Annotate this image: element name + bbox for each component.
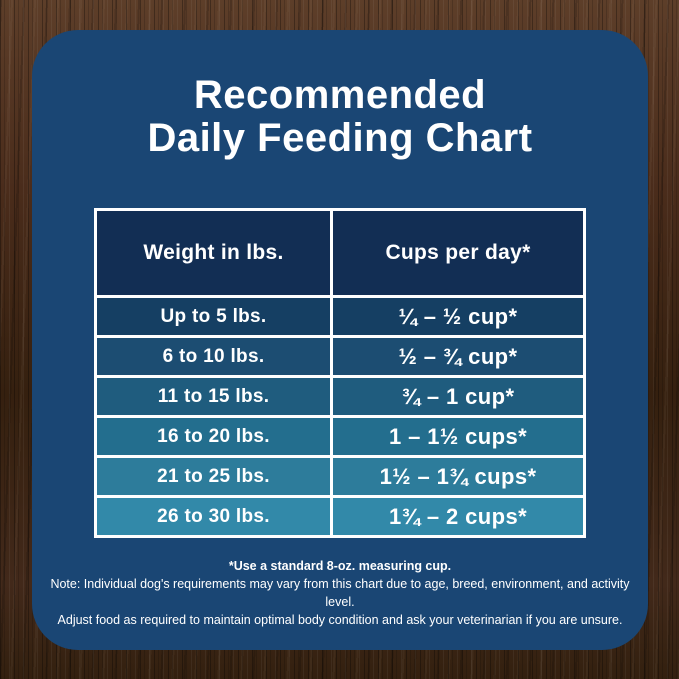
column-header-weight: Weight in lbs.	[97, 211, 330, 296]
table-cell-weight-row6: 26 to 30 lbs.	[97, 498, 330, 536]
table-cell-cups-row2: ½ – ¾ cup*	[333, 338, 583, 376]
footnote-block: *Use a standard 8-oz. measuring cup. Not…	[47, 557, 633, 629]
table-cell-weight-row1: Up to 5 lbs.	[97, 298, 330, 336]
table-cell-cups-row3: ¾ – 1 cup*	[333, 378, 583, 416]
table-cell-cups-row4: 1 – 1½ cups*	[333, 418, 583, 456]
feeding-chart-panel: Recommended Daily Feeding Chart Weight i…	[32, 30, 648, 650]
table-cell-cups-row1: ¼ – ½ cup*	[333, 298, 583, 336]
column-header-cups: Cups per day*	[333, 211, 583, 296]
feeding-table: Weight in lbs. Cups per day* Up to 5 lbs…	[94, 208, 586, 539]
title-line-2: Daily Feeding Chart	[147, 116, 533, 161]
table-cell-weight-row4: 16 to 20 lbs.	[97, 418, 330, 456]
footnote-note-line1: Note: Individual dog's requirements may …	[50, 577, 630, 610]
table-cell-weight-row2: 6 to 10 lbs.	[97, 338, 330, 376]
title-line-1: Recommended	[193, 73, 487, 117]
footnote-measuring-cup: *Use a standard 8-oz. measuring cup.	[228, 559, 452, 574]
table-cell-weight-row5: 21 to 25 lbs.	[97, 458, 330, 496]
table-cell-cups-row6: 1¾ – 2 cups*	[333, 498, 583, 536]
footnote-note-line2: Adjust food as required to maintain opti…	[57, 613, 623, 628]
table-cell-weight-row3: 11 to 15 lbs.	[97, 378, 330, 416]
page-title: Recommended Daily Feeding Chart	[147, 73, 533, 161]
table-cell-cups-row5: 1½ – 1¾ cups*	[333, 458, 583, 496]
